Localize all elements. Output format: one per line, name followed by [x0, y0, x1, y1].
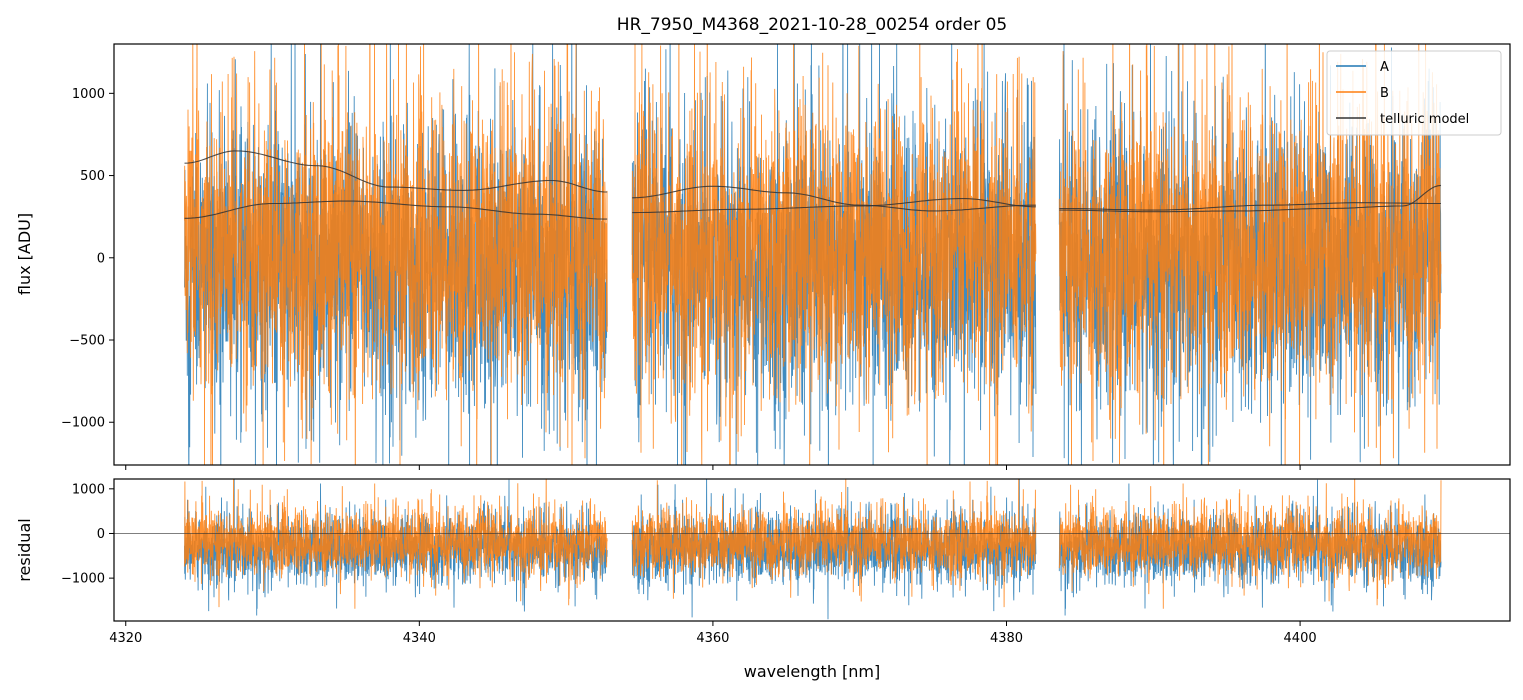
residual-axis-ticks: 4320 4340 4360 4380 4400 −1000 0 1000	[61, 482, 1317, 646]
flux-plot-area	[184, 44, 1442, 465]
y-tick-label: −1000	[61, 572, 105, 587]
x-tick-label: 4340	[403, 631, 436, 646]
y-tick-label: 1000	[72, 482, 105, 497]
legend-label-telluric: telluric model	[1380, 112, 1469, 127]
telluric-model-curve-5	[1059, 184, 1442, 213]
series-b-segment-1	[184, 479, 608, 609]
y-tick-label: 1000	[72, 87, 105, 102]
telluric-model-curve-1	[184, 150, 608, 193]
legend-label-a: A	[1380, 60, 1389, 75]
x-tick-label: 4320	[109, 631, 142, 646]
y-tick-label: 500	[80, 169, 105, 184]
y-tick-label: −500	[69, 334, 105, 349]
telluric-model-curve-2	[184, 200, 608, 220]
x-tick-label: 4360	[696, 631, 729, 646]
series-b-segment-2	[631, 44, 1037, 465]
residual-plot-area	[114, 479, 1510, 620]
residual-y-axis-label: residual	[15, 518, 34, 581]
y-tick-label: 0	[97, 527, 105, 542]
chart-title: HR_7950_M4368_2021-10-28_00254 order 05	[617, 15, 1007, 35]
telluric-model-curve-3	[632, 185, 1036, 212]
telluric-model-curve-4	[632, 198, 1036, 214]
series-b-segment-3	[1058, 44, 1442, 465]
legend-box	[1326, 50, 1502, 136]
x-axis-label: wavelength [nm]	[744, 662, 881, 681]
legend-label-b: B	[1380, 86, 1389, 101]
x-tick-label: 4400	[1284, 631, 1317, 646]
flux-axes-frame	[113, 43, 1511, 466]
flux-axis-ticks: −1000 −500 0 500 1000	[61, 87, 1301, 470]
series-b-segment-3	[1058, 479, 1442, 609]
y-tick-label: −1000	[61, 416, 105, 431]
flux-y-axis-label: flux [ADU]	[15, 213, 34, 295]
x-tick-label: 4380	[990, 631, 1023, 646]
series-b-segment-1	[184, 44, 608, 465]
legend: A B telluric model	[1326, 50, 1502, 136]
y-tick-label: 0	[97, 251, 105, 266]
residual-axes-frame	[113, 478, 1511, 622]
series-b-segment-2	[631, 479, 1037, 608]
telluric-model-curve-6	[1059, 202, 1441, 211]
